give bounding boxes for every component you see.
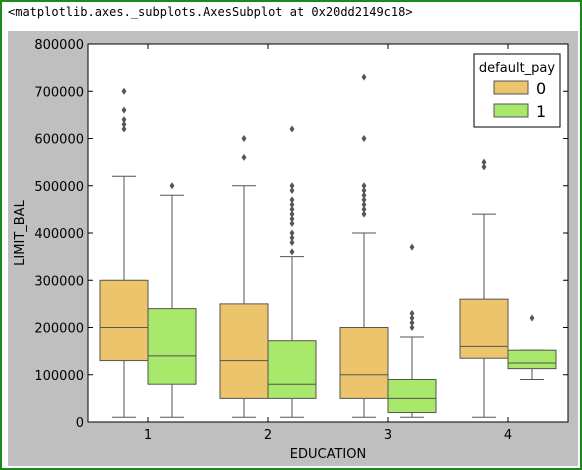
outlier-point [121, 120, 127, 128]
y-tick-label: 700000 [34, 85, 84, 100]
outlier-point [361, 73, 367, 81]
y-tick-label: 400000 [34, 227, 84, 242]
outlier-point [289, 205, 295, 213]
outlier-point [241, 135, 247, 142]
box-0-edu-3 [339, 73, 389, 418]
box-1-edu-2 [267, 125, 317, 418]
outlier-point [481, 163, 487, 171]
outlier-point [361, 186, 367, 194]
legend-label-1: 1 [536, 102, 546, 121]
outlier-point [289, 182, 295, 190]
x-tick-label: 3 [384, 428, 392, 443]
outlier-point [409, 243, 415, 251]
outlier-point [289, 201, 295, 209]
outlier-point [361, 135, 367, 142]
y-tick-label: 200000 [34, 322, 84, 337]
y-tick-label: 300000 [34, 274, 84, 289]
outlier-point [121, 125, 127, 133]
box-iqr [99, 279, 149, 362]
outlier-point [481, 158, 487, 166]
box-iqr [219, 303, 269, 399]
outlier-point [289, 248, 295, 256]
box-iqr [267, 340, 317, 399]
outlier-point [361, 210, 367, 218]
legend-title: default_pay [479, 61, 555, 76]
outlier-point [289, 125, 295, 133]
box-iqr [339, 327, 389, 399]
outlier-point [121, 87, 127, 95]
x-axis-label: EDUCATION [290, 447, 366, 462]
outlier-point [361, 201, 367, 209]
y-tick-label: 100000 [34, 369, 84, 384]
outlier-point [361, 196, 367, 204]
box-plot-chart: 0 100000 200000 300000 400000 500000 600000 700… [13, 38, 569, 462]
x-tick-label: 4 [504, 428, 512, 443]
legend-label-0: 0 [536, 79, 546, 98]
outlier-point [289, 215, 295, 223]
box-1-edu-3 [387, 243, 437, 418]
y-tick-label: 0 [76, 416, 84, 431]
outlier-point [289, 220, 295, 228]
outlier-point [529, 314, 535, 322]
box-0-edu-4 [459, 158, 509, 418]
outlier-point [289, 210, 295, 218]
y-tick-label: 600000 [34, 133, 84, 148]
outlier-point [409, 319, 415, 327]
outlier-point [361, 182, 367, 190]
outlier-point [121, 116, 127, 124]
outlier-point [289, 238, 295, 246]
box-1-edu-1 [147, 182, 197, 418]
y-tick-label: 800000 [34, 38, 84, 53]
y-axis-label: LIMIT_BAL [13, 199, 28, 265]
output-repr-text: <matplotlib.axes._subplots.AxesSubplot a… [8, 5, 413, 19]
x-tick-label: 1 [144, 428, 152, 443]
box-1-edu-4 [507, 314, 557, 380]
outlier-point [409, 309, 415, 317]
outlier-point [289, 229, 295, 237]
box-iqr [459, 298, 509, 359]
box-series-layer [99, 73, 557, 418]
legend: default_pay 0 1 [473, 53, 561, 128]
legend-swatch-1 [493, 103, 529, 118]
box-iqr [387, 378, 437, 414]
x-axis: 1 2 3 4 [144, 44, 512, 443]
x-tick-label: 2 [264, 428, 272, 443]
legend-swatch-0 [493, 80, 529, 95]
outlier-point [169, 182, 175, 190]
outlier-point [409, 324, 415, 331]
outlier-point [289, 186, 295, 194]
outlier-point [121, 106, 127, 114]
box-0-edu-1 [99, 87, 149, 418]
outlier-point [241, 153, 247, 161]
outlier-point [289, 196, 295, 204]
box-0-edu-2 [219, 135, 269, 418]
y-axis: 0 100000 200000 300000 400000 500000 600000 700… [34, 38, 568, 431]
outlier-point [289, 234, 295, 242]
box-iqr [147, 308, 197, 385]
y-tick-label: 500000 [34, 180, 84, 195]
figure-canvas: 0 100000 200000 300000 400000 500000 600000 700… [8, 31, 578, 466]
outlier-point [361, 191, 367, 199]
outlier-point [409, 314, 415, 322]
box-iqr [507, 349, 557, 370]
axes-frame [87, 43, 569, 423]
outlier-point [361, 205, 367, 213]
